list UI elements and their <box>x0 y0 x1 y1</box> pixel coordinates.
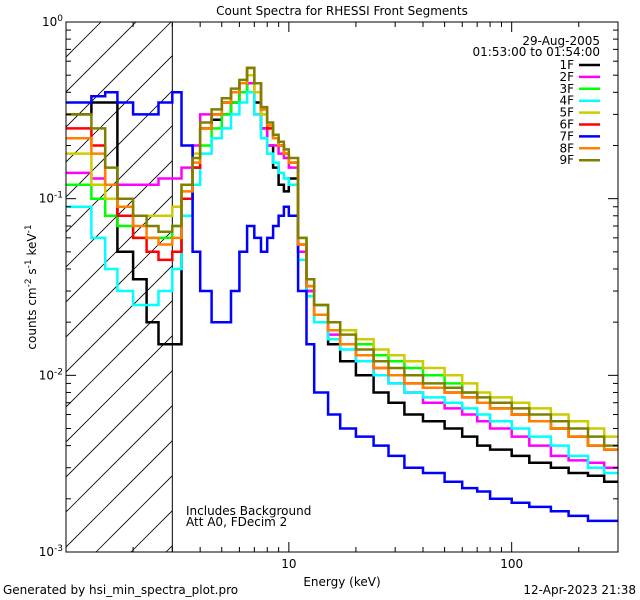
series-6F <box>66 66 618 451</box>
hatch-line <box>66 440 173 548</box>
axis-tick-labels: 10 100 100 10-1 10-2 10-3 <box>39 14 523 571</box>
x-axis-label: Energy (keV) <box>303 575 380 589</box>
hatch-line <box>66 370 173 478</box>
hatch-line <box>95 475 173 552</box>
axis-ticks <box>65 21 619 553</box>
hatch-line <box>66 90 173 198</box>
legend-label-2F: 2F <box>559 70 574 84</box>
x-tick-label: 10 <box>281 557 296 571</box>
y-tick-label: 10-3 <box>39 544 63 559</box>
hatch-line <box>66 160 173 268</box>
plot-frame <box>65 21 619 553</box>
y-axis-label: counts cm-2 s-1 keV-1 <box>24 224 39 349</box>
y-tick-label: 10-2 <box>39 367 63 382</box>
footer-timestamp: 12-Apr-2023 21:38 <box>523 583 636 597</box>
series-5F <box>66 73 618 438</box>
hatch-line <box>66 230 173 338</box>
hatch-line <box>66 55 173 163</box>
legend-label-4F: 4F <box>559 94 574 108</box>
time-range-label: 01:53:00 to 01:54:00 <box>473 45 600 59</box>
hatch-line <box>66 335 173 443</box>
hatch-line <box>66 22 102 58</box>
annotation-attenuator: Att A0, FDecim 2 <box>186 515 287 529</box>
legend-label-5F: 5F <box>559 106 574 120</box>
footer-generator: Generated by hsi_min_spectra_plot.pro <box>3 583 238 597</box>
hatch-line <box>66 405 173 513</box>
legend-label-1F: 1F <box>559 58 574 72</box>
series-3F <box>66 73 618 451</box>
series-2F <box>66 82 618 469</box>
chart-title: Count Spectra for RHESSI Front Segments <box>216 4 468 18</box>
legend-label-8F: 8F <box>559 141 574 155</box>
series-7F <box>66 91 618 523</box>
y-tick-label: 100 <box>42 14 63 29</box>
annotation-background: Includes Background <box>186 504 311 518</box>
series-9F <box>66 66 618 447</box>
series-layer <box>66 66 618 523</box>
legend-label-3F: 3F <box>559 82 574 96</box>
hatch-line <box>0 0 101 552</box>
hatch-line <box>201 0 640 552</box>
legend-label-7F: 7F <box>559 129 574 143</box>
legend-label-9F: 9F <box>559 153 574 167</box>
hatch-line <box>66 22 172 128</box>
legend-label-6F: 6F <box>559 118 574 132</box>
series-8F <box>66 66 618 451</box>
y-tick-label: 10-1 <box>39 191 63 206</box>
x-tick-label: 100 <box>500 557 523 571</box>
hatch-line <box>66 22 137 93</box>
hatched-region <box>0 0 640 552</box>
hatch-line <box>66 195 173 303</box>
series-4F <box>66 91 618 475</box>
hatch-line <box>66 22 67 23</box>
date-label: 29-Aug-2005 <box>522 34 600 48</box>
